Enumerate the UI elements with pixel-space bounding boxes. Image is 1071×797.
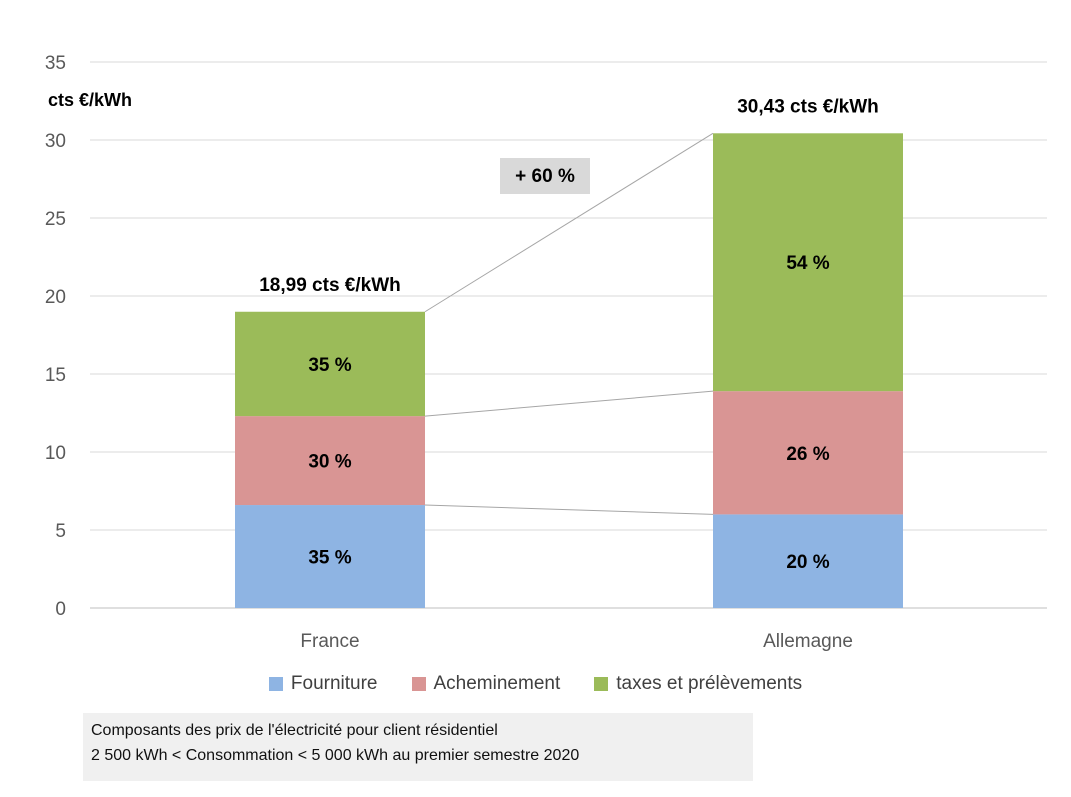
- legend-label-fourniture: Fourniture: [290, 673, 378, 694]
- y-axis-ticks: 0 5 10 15 20 25 30 35: [45, 53, 66, 620]
- growth-annotation-box: [500, 158, 590, 194]
- footnote-box: Composants des prix de l'électricité pou…: [83, 713, 753, 781]
- bars: 35 % 30 % 35 % 18,99 cts €/kWh 20 % 26 % 54 % 3…: [235, 96, 903, 608]
- bar-segment-france-2: [235, 311, 425, 417]
- legend-swatch-taxes: [594, 677, 609, 691]
- y-tick-label-20: 20: [45, 287, 66, 308]
- growth-annotation: + 60 %: [500, 158, 590, 194]
- growth-annotation-text: + 60 %: [515, 166, 575, 187]
- y-tick-label-25: 25: [45, 209, 66, 230]
- footnote-line-2: 2 500 kWh < Consommation < 5 000 kWh au …: [91, 747, 580, 764]
- legend: Fourniture Acheminement taxes et prélève…: [0, 671, 1071, 697]
- x-label-allemagne: Allemagne: [763, 631, 853, 652]
- bar-total-label-allemagne: 30,43 cts €/kWh: [737, 96, 879, 117]
- bar-segment-france-1: [235, 416, 425, 506]
- legend-item-acheminement: Acheminement: [411, 671, 561, 697]
- bar-segment-label-france-0: 35 %: [308, 548, 351, 569]
- bar-segment-label-france-2: 35 %: [308, 355, 351, 376]
- legend-item-taxes: taxes et prélèvements: [594, 671, 802, 697]
- bar-segment-label-allemagne-1: 26 %: [786, 444, 829, 465]
- gridlines: [90, 61, 1047, 609]
- bar-segment-label-france-1: 30 %: [308, 452, 351, 473]
- footnote-line-1: Composants des prix de l'électricité pou…: [91, 722, 498, 739]
- y-tick-label-0: 0: [55, 599, 66, 620]
- bar-segment-france-0: [235, 505, 425, 608]
- y-tick-label-15: 15: [45, 365, 66, 386]
- bar-segment-allemagne-1: [713, 391, 903, 515]
- connector-line-0: [424, 504, 714, 515]
- bar-segment-allemagne-2: [713, 133, 903, 392]
- connector-line-2: [424, 132, 714, 313]
- connector-lines: [424, 132, 714, 515]
- legend-swatch-acheminement: [411, 677, 426, 691]
- x-label-france: France: [300, 631, 359, 652]
- bar-segment-allemagne-0: [713, 514, 903, 608]
- x-axis-labels: France Allemagne: [300, 631, 852, 652]
- y-tick-label-10: 10: [45, 443, 66, 464]
- bar-total-label-france: 18,99 cts €/kWh: [259, 275, 401, 296]
- connector-line-1: [424, 390, 714, 417]
- y-axis-unit-label: cts €/kWh: [48, 90, 132, 110]
- y-tick-label-35: 35: [45, 53, 66, 74]
- y-tick-label-5: 5: [55, 521, 66, 542]
- legend-swatch-fourniture: [268, 677, 283, 691]
- y-tick-label-30: 30: [45, 131, 66, 152]
- legend-label-taxes: taxes et prélèvements: [616, 673, 803, 694]
- legend-item-fourniture: Fourniture: [268, 671, 378, 697]
- bar-segment-label-allemagne-2: 54 %: [786, 253, 829, 274]
- stacked-bar-chart: 0 5 10 15 20 25 30 35 cts €/kWh 35 % 30 % 35 % 18,…: [45, 53, 1047, 652]
- bar-segment-label-allemagne-0: 20 %: [786, 552, 829, 573]
- legend-label-acheminement: Acheminement: [433, 673, 561, 694]
